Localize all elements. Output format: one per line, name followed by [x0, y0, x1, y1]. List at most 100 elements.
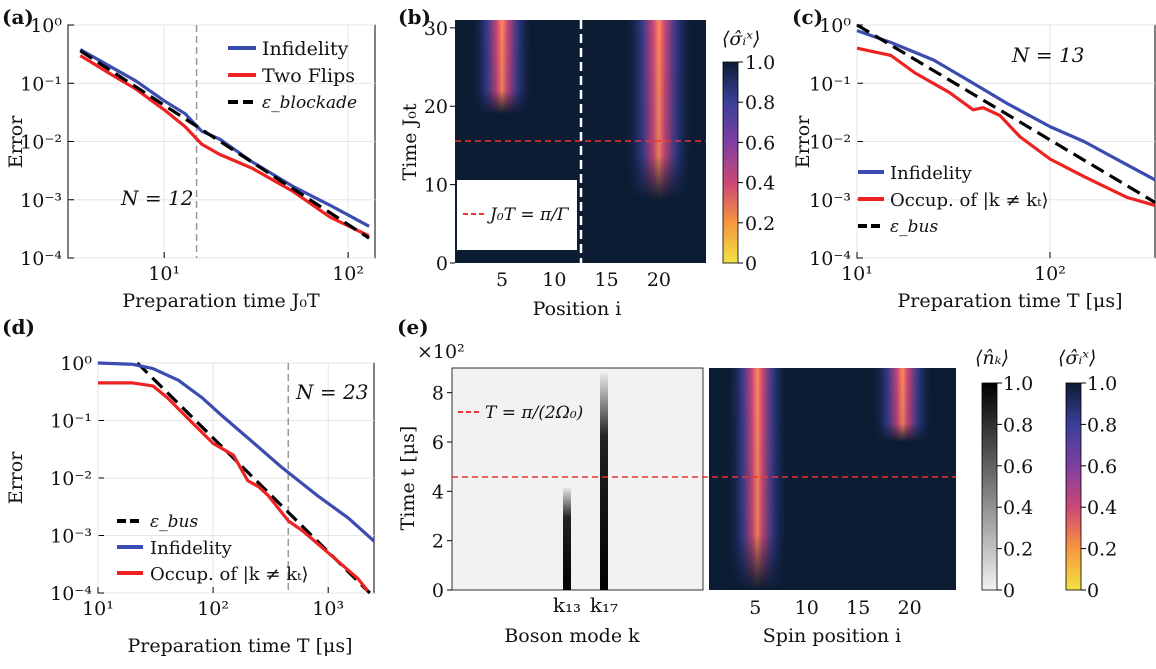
- series-line-d-2: [98, 381, 369, 592]
- colorbar-tick-label: 0.2: [1003, 539, 1033, 561]
- grid-d: [97, 362, 374, 594]
- heatmap-blob-b-0: [469, 20, 535, 115]
- colorbar-tick-label: 0.4: [1087, 497, 1117, 519]
- legend-label-d-1: Infidelity: [150, 538, 233, 559]
- colorbar-ticks-b: 1.0 0.8 0.6 0.4 0.2 0: [738, 52, 775, 275]
- tick-labels-e: 0 2 4 6 8 k₁₃ k₁₇ 5 10 15 20: [432, 383, 922, 619]
- y-tick-label: 0: [432, 580, 444, 602]
- heatmap-e-left: [451, 367, 704, 591]
- x-tick-label: 10²: [1034, 263, 1066, 285]
- series-line-a-1: [79, 54, 370, 238]
- heatmap-blobs-e: [725, 368, 935, 590]
- legend-label-c-0: Infidelity: [890, 163, 973, 184]
- panel-tag-a: (a): [2, 5, 34, 29]
- x-tick-label: 10¹: [841, 263, 873, 285]
- x-axis-label-e-left: Boson mode k: [504, 625, 640, 647]
- y-axis-label-b: Time J₀t: [399, 103, 421, 180]
- y-axis-label-d: Error: [5, 451, 27, 504]
- legend-a: Infidelity Two Flips ε_blockade: [228, 38, 357, 113]
- y-tick-label: 10⁰: [819, 15, 851, 37]
- x-tick-label: 20: [647, 269, 671, 291]
- multiplier-e: ×10²: [417, 341, 465, 363]
- colorbar-e-plasma: [1065, 382, 1082, 591]
- y-tick-label: 10⁰: [30, 15, 62, 37]
- y-tick-label: 20: [424, 96, 448, 118]
- y-tick-label: 10⁻³: [809, 190, 851, 212]
- x-axis-label-d: Preparation time T [μs]: [127, 635, 352, 657]
- y-tick-label: 2: [432, 531, 444, 553]
- y-axis-label-c: Error: [792, 115, 814, 168]
- panel-a: (a) 10⁰ 10⁻¹ 10⁻² 10⁻³ 10⁻⁴ 10¹ 10² Error Prep…: [2, 5, 376, 312]
- x-tick-label: 15: [846, 597, 870, 619]
- panel-tag-e: (e): [397, 315, 429, 339]
- y-tick-label: 10⁻²: [809, 132, 851, 154]
- colorbar-tick-label: 1.0: [745, 52, 775, 74]
- x-axis-label-c: Preparation time T [μs]: [897, 290, 1122, 312]
- panel-b: (b) 5 10 15 20 0 10 20 30 J₀T = π/Γ Time J₀t Po…: [398, 5, 775, 320]
- colorbar-tick-label: 0.2: [1087, 539, 1117, 561]
- series-line-c-1: [856, 46, 1156, 207]
- colorbar-tick-label: 0: [1003, 580, 1015, 602]
- legend-box-b: [457, 180, 577, 250]
- grid-c: [856, 24, 1155, 259]
- x-tick-label: 20: [898, 597, 922, 619]
- y-tick-label: 0: [436, 253, 448, 275]
- x-tick-label: 10: [795, 597, 819, 619]
- y-tick-label: 10⁻¹: [20, 73, 62, 95]
- x-tick-label: k₁₃: [553, 593, 581, 617]
- y-tick-label: 4: [432, 481, 444, 503]
- grid-a: [68, 24, 375, 259]
- colorbar-tick-label: 0: [745, 253, 757, 275]
- y-tick-label: 10⁻³: [50, 526, 92, 548]
- colorbar-tick-label: 0: [1087, 580, 1099, 602]
- boson-mode-bar-1: [600, 370, 608, 590]
- x-axis-label-b: Position i: [533, 298, 622, 320]
- x-tick-label: 10¹: [82, 598, 114, 620]
- series-line-a-0: [79, 48, 370, 228]
- colorbar-title-e-plasma: ⟨σ̂ᵢˣ⟩: [1058, 347, 1096, 369]
- y-tick-label: 10⁻⁴: [50, 583, 92, 605]
- colorbar-tick-label: 1.0: [1087, 373, 1117, 395]
- series-line-c-2: [856, 23, 1156, 204]
- colorbar-tick-label: 0.8: [745, 92, 775, 114]
- x-axis-label-a: Preparation time J₀T: [122, 290, 320, 312]
- colorbar-tick-label: 0.4: [745, 173, 775, 195]
- colorbar-b: [722, 61, 739, 264]
- x-tick-label: 5: [496, 269, 508, 291]
- y-tick-label: 10⁻²: [50, 468, 92, 490]
- heatmap-blob-e-0: [725, 368, 790, 590]
- colorbar-tick-label: 1.0: [1003, 373, 1033, 395]
- x-tick-label: 15: [595, 269, 619, 291]
- colorbar-e-grey: [981, 382, 998, 591]
- heatmap-blobs-b: [469, 20, 695, 201]
- panel-tag-b: (b): [398, 5, 431, 29]
- y-tick-label: 10⁰: [60, 353, 92, 375]
- legend-d: ε_bus Infidelity Occup. of |k ≠ kₜ⟩: [117, 512, 309, 585]
- y-tick-label: 8: [432, 383, 444, 405]
- colorbar-tick-label: 0.6: [745, 132, 775, 154]
- tick-labels-b: 5 10 15 20 0 10 20 30: [424, 18, 671, 291]
- x-tick-label: 5: [749, 597, 761, 619]
- series-group-c: [856, 23, 1156, 207]
- y-tick-label: 10⁻¹: [809, 73, 851, 95]
- colorbar-tick-label: 0.2: [745, 213, 775, 235]
- y-tick-label: 10⁻⁴: [20, 248, 62, 270]
- y-axis-label-a: Error: [5, 115, 27, 168]
- x-tick-label: 10: [542, 269, 566, 291]
- colorbar-title-b: ⟨σ̂ᵢˣ⟩: [722, 28, 760, 50]
- series-line-a-2: [79, 49, 370, 240]
- annotation-a: N = 12: [120, 186, 193, 210]
- series-group-d: [97, 361, 376, 595]
- x-axis-label-e-right: Spin position i: [763, 625, 901, 647]
- legend-label-c-2: ε_bus: [890, 217, 938, 237]
- colorbar-ticks-e: 1.0 0.8 0.6 0.4 0.2 0 1.0 0.8 0.6 0.4 0.2 0: [997, 373, 1117, 602]
- colorbar-tick-label: 0.8: [1003, 414, 1033, 436]
- series-line-d-0: [136, 361, 371, 595]
- panel-tag-c: (c): [792, 5, 823, 29]
- boson-mode-bars: [563, 370, 608, 590]
